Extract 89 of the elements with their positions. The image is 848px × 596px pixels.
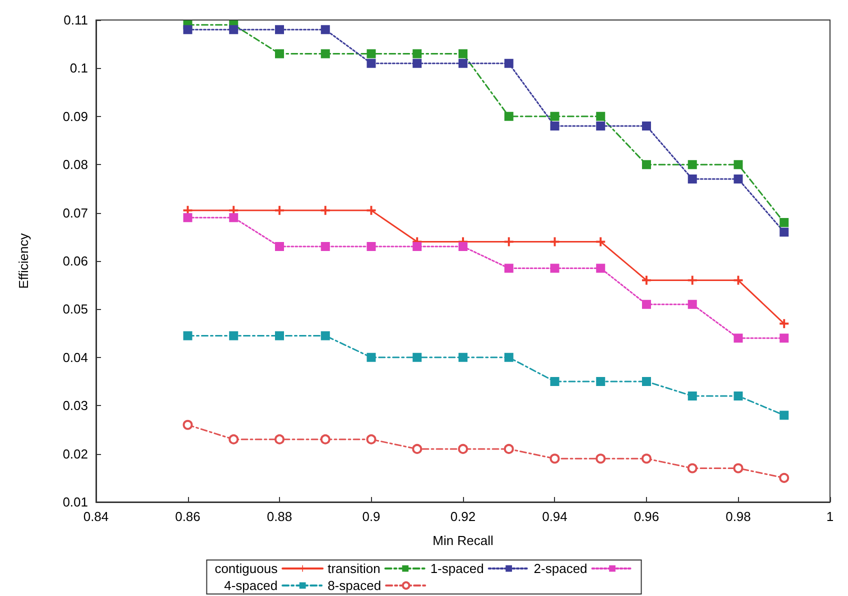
x-tick-label: 1: [826, 509, 834, 524]
point: [366, 242, 376, 252]
point: [504, 444, 514, 454]
y-tick-label: 0.1: [70, 60, 88, 76]
point: [734, 160, 743, 170]
y-tick-label: 0.03: [62, 398, 88, 414]
y-tick-label: 0.11: [64, 12, 88, 28]
point: [229, 331, 238, 340]
y-tick-label: 0.05: [62, 302, 88, 317]
point: [642, 300, 651, 309]
point: [733, 463, 744, 474]
y-tick-label: 0.01: [62, 494, 88, 510]
y-axis-title: Efficiency: [16, 232, 31, 289]
point: [596, 454, 606, 464]
x-tick-label: 0.9: [362, 509, 380, 524]
point: [642, 276, 651, 285]
x-tick-label: 0.94: [542, 509, 568, 524]
y-tick-label: 0.06: [62, 254, 88, 268]
legend-label: contiguous: [214, 561, 278, 576]
point: [688, 276, 697, 285]
point: [504, 237, 514, 246]
point: [458, 49, 468, 58]
point: [320, 242, 330, 252]
point: [182, 420, 193, 430]
point: [780, 410, 789, 420]
point: [734, 391, 743, 400]
x-tick-label: 0.92: [450, 509, 476, 524]
point: [274, 434, 284, 444]
point: [780, 319, 789, 328]
x-axis-title: Min Recall: [432, 533, 494, 548]
point: [642, 377, 651, 386]
point: [734, 334, 743, 343]
point: [687, 463, 698, 474]
point: [596, 237, 606, 246]
point: [412, 49, 422, 58]
point: [550, 264, 560, 273]
point: [229, 213, 238, 222]
point: [320, 49, 330, 58]
point: [458, 444, 468, 454]
x-tick-label: 0.86: [175, 509, 200, 524]
point: [183, 331, 192, 340]
point: [228, 434, 239, 444]
point: [780, 218, 789, 227]
legend-label: 1-spaced: [430, 561, 484, 576]
point: [412, 242, 422, 252]
point: [320, 206, 330, 215]
point: [275, 331, 284, 340]
x-tick-label: 0.98: [726, 509, 751, 524]
point: [550, 454, 560, 464]
point: [458, 242, 468, 252]
x-tick-label: 0.96: [634, 509, 660, 524]
y-tick-label: 0.02: [62, 446, 88, 462]
point: [275, 242, 284, 252]
point: [780, 334, 789, 343]
point: [596, 377, 606, 386]
point: [320, 434, 330, 444]
x-tick-label: 0.84: [83, 509, 109, 524]
point: [504, 352, 514, 362]
legend-label: 8-spaced: [328, 578, 382, 593]
point: [412, 444, 422, 454]
point: [275, 206, 284, 215]
point: [550, 377, 560, 386]
legend-label: 2-spaced: [534, 561, 588, 576]
point: [550, 112, 560, 121]
legend-label: transition: [328, 561, 380, 576]
point: [366, 352, 376, 362]
y-tick-label: 0.04: [62, 350, 88, 365]
point: [504, 264, 514, 273]
point: [504, 112, 514, 121]
y-tick-label: 0.08: [62, 157, 88, 172]
x-tick-label: 0.88: [266, 509, 292, 524]
point: [642, 160, 651, 170]
point: [275, 49, 284, 58]
point: [366, 434, 376, 444]
point: [688, 391, 697, 400]
point: [596, 112, 606, 121]
point: [779, 472, 790, 483]
point: [688, 160, 697, 170]
point: [458, 352, 468, 362]
point: [366, 49, 376, 58]
y-tick-label: 0.07: [62, 205, 88, 220]
point: [596, 264, 606, 273]
point: [412, 352, 422, 362]
point: [183, 213, 192, 222]
point: [642, 454, 652, 464]
point: [688, 300, 697, 309]
y-tick-label: 0.09: [62, 108, 88, 124]
point: [320, 331, 330, 340]
legend-label: 4-spaced: [224, 578, 278, 593]
